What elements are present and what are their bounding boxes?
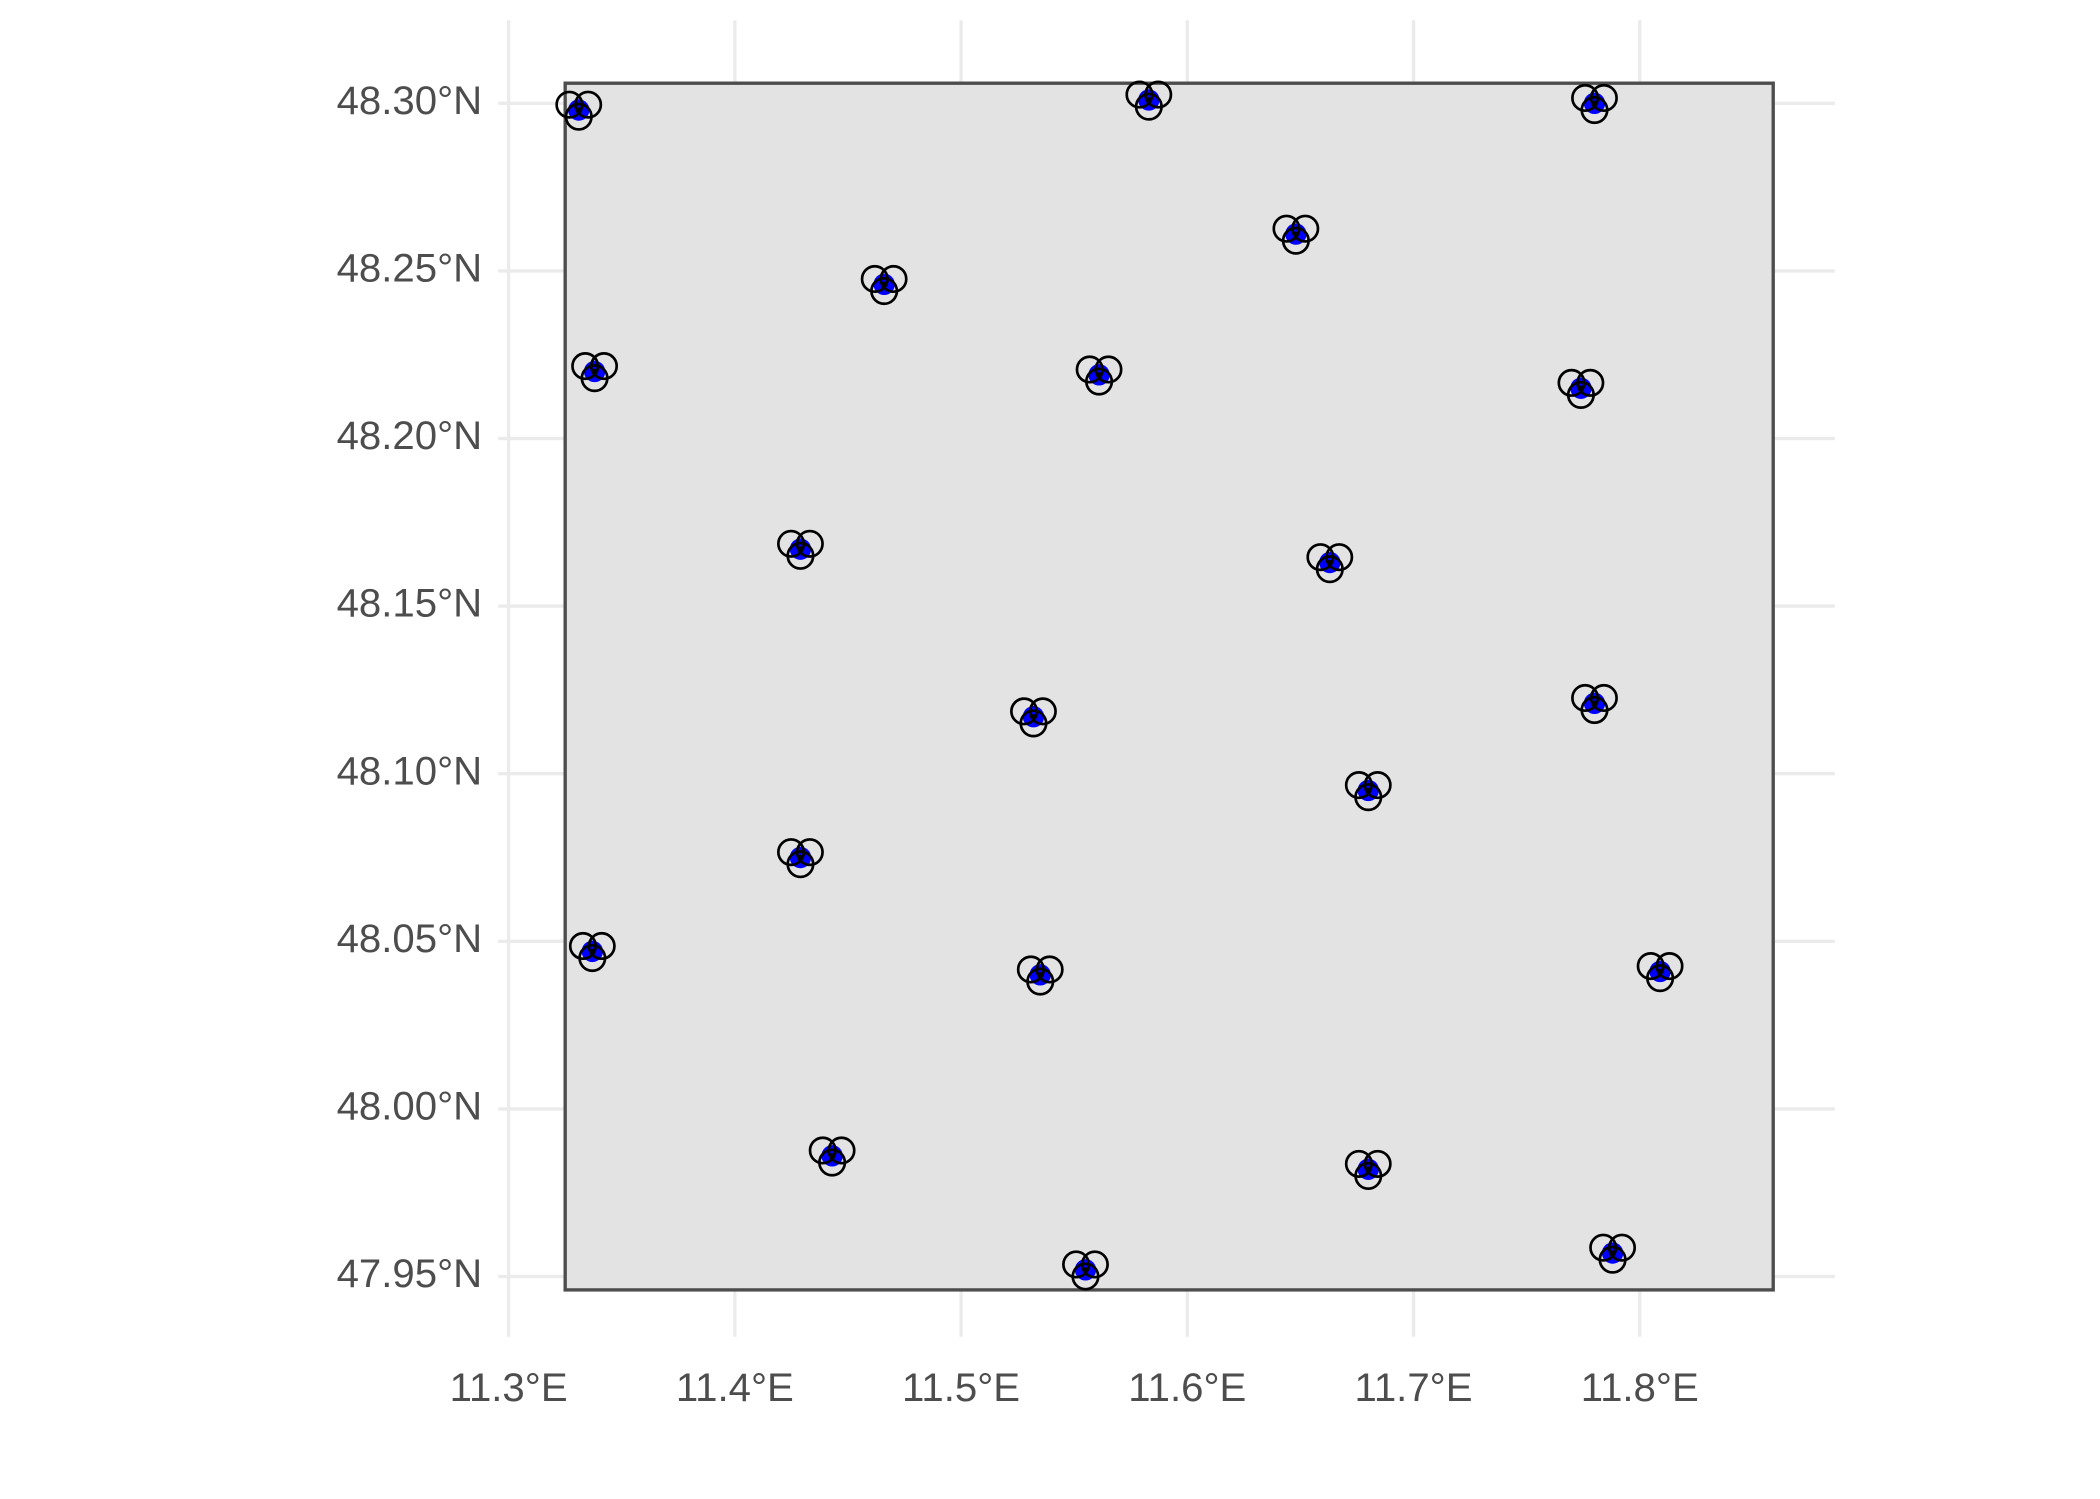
point <box>1344 771 1392 812</box>
point <box>1272 214 1320 255</box>
point-center <box>1609 1250 1616 1256</box>
point-center <box>797 546 804 552</box>
y-tick-label: 48.05°N <box>337 916 483 961</box>
buffer-ring <box>580 364 609 393</box>
buffer-ring <box>818 1148 847 1177</box>
point <box>777 838 824 879</box>
point <box>1344 1149 1392 1190</box>
point-center <box>1327 559 1333 566</box>
point-center <box>1293 231 1299 237</box>
point-center <box>1578 385 1584 391</box>
point <box>555 90 603 131</box>
point-center <box>1365 787 1371 794</box>
point-center <box>576 107 582 113</box>
point-center <box>797 854 804 861</box>
x-tick-label: 11.8°E <box>1581 1365 1699 1410</box>
point-center <box>881 281 887 287</box>
buffer-ring <box>786 850 815 879</box>
y-tick-label: 48.15°N <box>337 581 483 626</box>
buffer-ring <box>564 102 593 131</box>
point-center <box>1657 968 1663 975</box>
point <box>568 931 616 973</box>
point-center <box>1096 372 1102 378</box>
point-center <box>591 368 598 375</box>
y-tick-label: 48.30°N <box>337 78 483 123</box>
point <box>808 1136 856 1177</box>
point <box>1589 1233 1637 1274</box>
buffer-ring <box>1315 555 1344 584</box>
point-center <box>1365 1166 1371 1172</box>
y-tick-label: 47.95°N <box>337 1251 483 1296</box>
point-center <box>1146 97 1152 103</box>
point <box>1571 683 1618 725</box>
buffer-ring <box>1085 367 1114 396</box>
point <box>1557 368 1605 409</box>
point-center <box>1591 100 1598 106</box>
x-tick-label: 11.6°E <box>1128 1365 1246 1410</box>
point-center <box>1082 1267 1089 1273</box>
point <box>1571 83 1618 125</box>
buffer-ring <box>1598 1245 1627 1274</box>
y-tick-label: 48.25°N <box>337 246 483 291</box>
x-tick-label: 11.3°E <box>450 1365 568 1410</box>
buffer-ring <box>1580 95 1609 125</box>
buffer-ring <box>1026 967 1055 996</box>
buffer-ring <box>1354 783 1383 812</box>
point <box>1062 1250 1109 1291</box>
point <box>1016 955 1064 996</box>
points <box>555 80 1684 1291</box>
buffer-ring <box>1019 709 1048 738</box>
buffer-ring <box>870 276 899 306</box>
buffer-ring <box>786 541 815 570</box>
x-tick-label: 11.5°E <box>902 1365 1020 1410</box>
point <box>1125 80 1173 121</box>
buffer-ring <box>1646 964 1675 993</box>
map-panel <box>563 81 1775 1292</box>
y-tick-label: 48.00°N <box>337 1084 483 1129</box>
y-tick-label: 48.20°N <box>337 413 483 458</box>
point-center <box>1037 972 1043 978</box>
x-tick-label: 11.4°E <box>676 1365 794 1410</box>
point-center <box>1591 700 1598 706</box>
point <box>1636 952 1684 993</box>
point <box>1075 355 1123 396</box>
buffer-ring <box>1580 695 1609 725</box>
buffer-ring <box>1281 226 1310 255</box>
point <box>860 264 908 306</box>
point <box>1010 697 1057 738</box>
point-center <box>589 948 596 955</box>
y-tick-label: 48.10°N <box>337 748 483 793</box>
buffer-ring <box>1566 380 1595 409</box>
point <box>571 352 619 393</box>
point-center <box>829 1153 835 1159</box>
x-tick-label: 11.7°E <box>1355 1365 1473 1410</box>
buffer-ring <box>1354 1161 1383 1190</box>
point <box>1306 543 1354 584</box>
buffer-ring <box>1134 92 1163 121</box>
buffer-ring <box>1071 1262 1100 1291</box>
buffer-ring <box>578 943 607 973</box>
point-center <box>1030 714 1037 720</box>
point <box>777 529 824 570</box>
